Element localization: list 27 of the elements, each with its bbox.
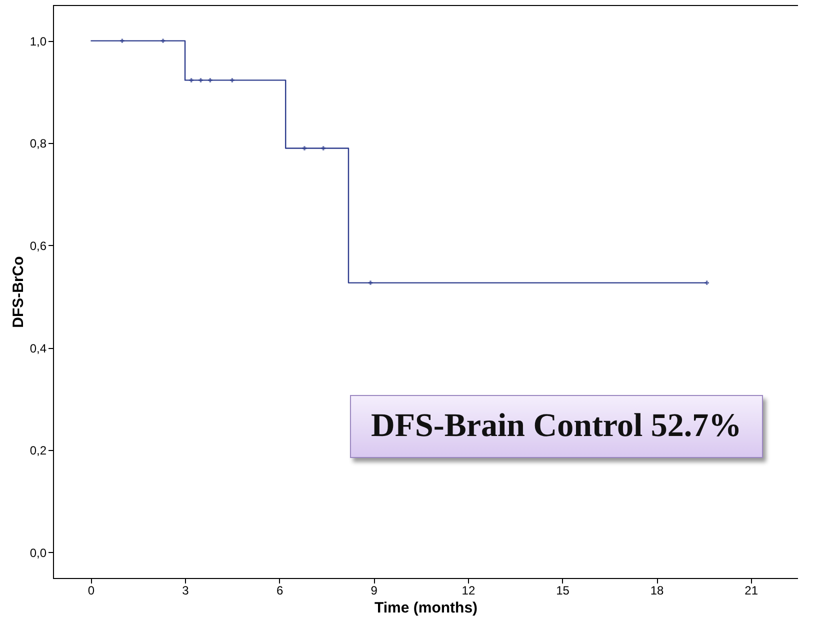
point <box>368 280 373 285</box>
point <box>704 280 709 285</box>
y-tick-label: 0,6 <box>30 238 47 253</box>
point <box>302 146 307 150</box>
point <box>208 78 212 82</box>
x-tick-label: 18 <box>650 584 664 598</box>
y-tick-label: 0,2 <box>30 444 47 458</box>
x-tick-label: 15 <box>556 584 570 598</box>
point <box>198 78 203 82</box>
x-tick-label: 9 <box>370 584 378 598</box>
annotation: DFS-Brain Control 52.7% <box>350 395 763 458</box>
point <box>321 146 326 150</box>
y-axis-title: DFS-BrCo <box>10 256 27 328</box>
point <box>120 38 124 43</box>
x-tick-label: 3 <box>182 584 190 598</box>
point <box>230 78 234 82</box>
y-tick-label: 0,8 <box>30 136 47 151</box>
point <box>189 78 194 82</box>
x-tick-label: 21 <box>744 584 758 598</box>
x-tick-label: 12 <box>462 584 476 598</box>
x-axis-title: Time (months) <box>374 600 478 616</box>
x-tick-label: 6 <box>276 584 284 598</box>
x-tick-label: 0 <box>88 584 95 598</box>
y-tick-label: 0,4 <box>30 341 47 356</box>
y-tick-label: 0,0 <box>30 546 47 560</box>
point <box>160 38 166 43</box>
y-tick-label: 1,0 <box>30 34 47 48</box>
